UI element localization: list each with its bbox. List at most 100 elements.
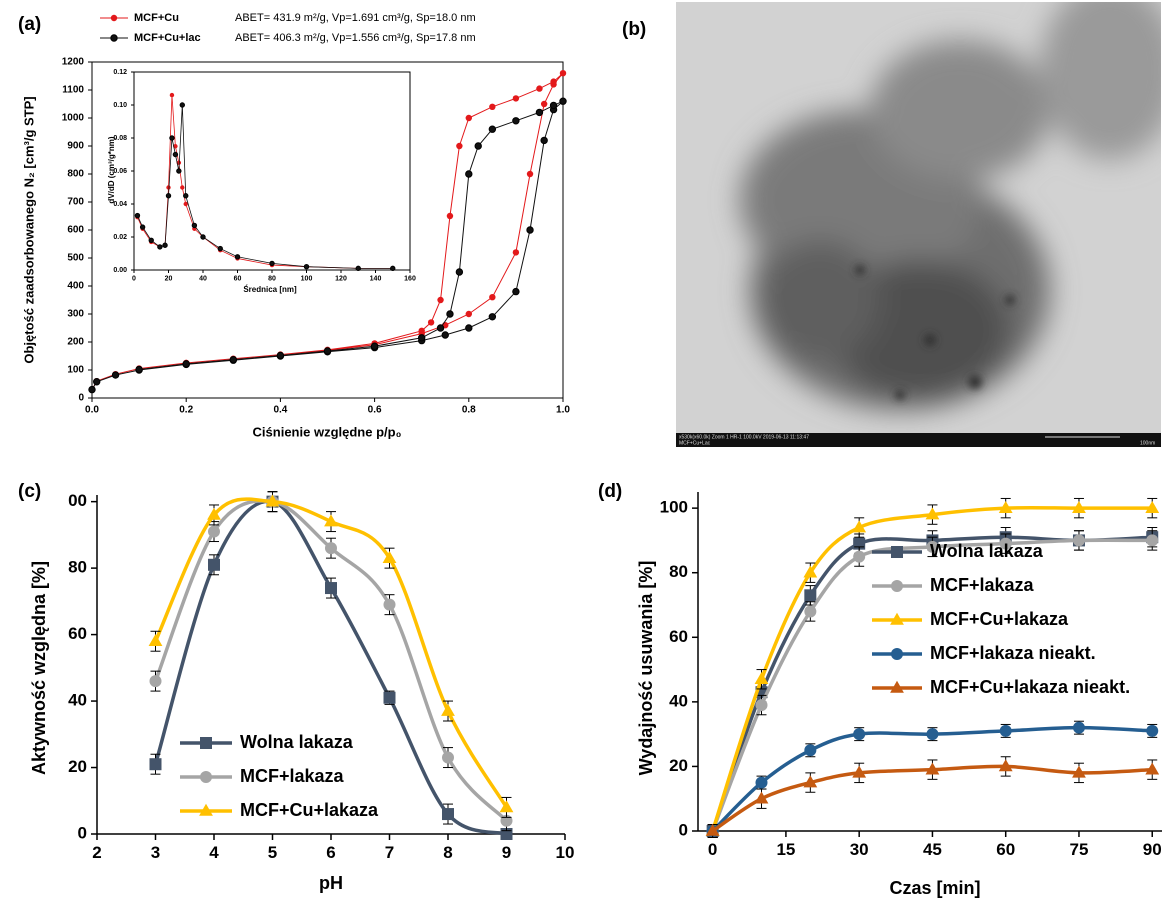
y-tick-label: 400 xyxy=(67,281,84,292)
y-axis-label: dV/dD (cm³/g*nm) xyxy=(107,136,116,203)
panel-label: (c) xyxy=(18,481,41,502)
marker xyxy=(436,324,445,332)
marker xyxy=(148,237,154,244)
y-tick-label: 40 xyxy=(669,691,688,710)
y-tick-label: 80 xyxy=(68,558,87,577)
marker xyxy=(207,507,221,520)
x-tick-label: 0 xyxy=(132,275,136,282)
y-tick-label: 800 xyxy=(67,169,84,180)
y-tick-label: 0 xyxy=(679,820,688,839)
marker xyxy=(465,114,472,122)
y-tick-label: 60 xyxy=(669,627,688,646)
y-tick-label: 0.08 xyxy=(113,135,127,142)
x-tick-label: 0 xyxy=(708,840,717,859)
marker xyxy=(559,70,567,77)
x-tick-label: 5 xyxy=(268,843,277,862)
marker xyxy=(705,823,720,836)
x-tick-label: 0.6 xyxy=(368,405,382,416)
series-line xyxy=(91,100,564,390)
marker xyxy=(208,558,220,571)
y-tick-label: 0 xyxy=(78,823,87,842)
x-tick-label: 140 xyxy=(370,275,382,282)
y-tick-label: 0.04 xyxy=(113,201,127,208)
image-caption: x530k(x60.0k) Zoom 1 HR-1 100.0kV 2019-0… xyxy=(679,434,809,440)
x-tick-label: 9 xyxy=(502,843,511,862)
panel-label: (d) xyxy=(598,481,622,502)
x-tick-label: 10 xyxy=(556,843,575,862)
legend-annotation: ABET= 406.3 m²/g, Vp=1.556 cm³/g, Sp=17.… xyxy=(235,32,476,44)
marker xyxy=(512,287,520,296)
marker xyxy=(383,598,396,611)
series-line xyxy=(91,72,564,390)
x-tick-label: 80 xyxy=(268,275,276,282)
marker xyxy=(169,135,175,141)
marker xyxy=(200,234,206,240)
marker xyxy=(276,351,285,360)
legend-marker xyxy=(890,612,904,625)
marker xyxy=(998,500,1013,513)
x-tick-label: 100 xyxy=(301,275,313,282)
marker xyxy=(512,117,520,125)
y-tick-label: 0.10 xyxy=(113,102,127,109)
x-tick-label: 4 xyxy=(209,843,219,862)
y-axis-label: Wydajność usuwania [%] xyxy=(636,561,656,776)
marker xyxy=(390,265,396,272)
x-tick-label: 60 xyxy=(234,275,242,282)
y-tick-label: 1200 xyxy=(62,57,85,68)
marker xyxy=(488,313,497,321)
marker xyxy=(88,385,96,394)
marker xyxy=(925,762,940,775)
marker xyxy=(465,170,473,178)
x-tick-label: 1.0 xyxy=(556,405,570,416)
marker xyxy=(1072,500,1086,513)
marker xyxy=(441,331,449,339)
marker xyxy=(559,97,567,105)
marker xyxy=(383,691,396,704)
marker xyxy=(999,724,1012,737)
marker xyxy=(803,775,818,788)
chart: 0.0 0.2 0.4 0.6 0.8 1.00100200300400500600700… xyxy=(18,14,570,439)
dark-spots xyxy=(855,265,1015,400)
x-tick-label: 6 xyxy=(326,843,335,862)
marker xyxy=(427,319,435,326)
y-tick-label: 0.00 xyxy=(113,267,127,274)
marker xyxy=(180,185,185,190)
legend-label: MCF+Cu+lakaza xyxy=(930,609,1069,629)
marker xyxy=(149,675,162,688)
marker xyxy=(208,525,220,538)
marker xyxy=(526,226,534,234)
legend-marker xyxy=(891,648,903,660)
legend-marker xyxy=(110,34,118,42)
x-tick-label: 160 xyxy=(404,275,416,282)
x-tick-label: 8 xyxy=(443,843,452,862)
y-tick-label: 100 xyxy=(67,365,84,376)
y-tick-label: 700 xyxy=(67,197,84,208)
y-tick-label: 0.12 xyxy=(113,69,127,76)
y-tick-label: 500 xyxy=(67,253,84,264)
marker xyxy=(229,355,238,364)
marker xyxy=(183,193,189,199)
x-tick-label: 0.8 xyxy=(462,405,476,416)
x-tick-label: 3 xyxy=(151,843,160,862)
y-tick-label: 20 xyxy=(68,757,87,776)
marker xyxy=(925,507,940,520)
y-tick-label: 20 xyxy=(669,756,688,775)
marker xyxy=(852,520,867,533)
marker xyxy=(183,201,188,207)
marker xyxy=(512,249,520,256)
marker xyxy=(179,102,186,108)
legend: Wolna lakaza MCF+lakaza MCF+Cu+lakaza xyxy=(180,732,379,820)
marker xyxy=(499,800,514,813)
marker xyxy=(455,268,464,276)
marker xyxy=(1072,534,1085,547)
y-tick-label: 60 xyxy=(68,624,87,643)
particle xyxy=(740,2,1161,410)
marker xyxy=(323,347,332,355)
x-tick-label: 0.4 xyxy=(273,405,287,416)
marker xyxy=(465,310,472,318)
marker xyxy=(441,703,455,716)
marker xyxy=(169,92,175,98)
y-tick-label: 1000 xyxy=(62,113,85,124)
chart: 0 15 30 45 60 75 90 0 20 40 60 80 100 Czas [min] Wydaj… xyxy=(598,481,1162,898)
x-tick-label: 60 xyxy=(996,840,1015,859)
